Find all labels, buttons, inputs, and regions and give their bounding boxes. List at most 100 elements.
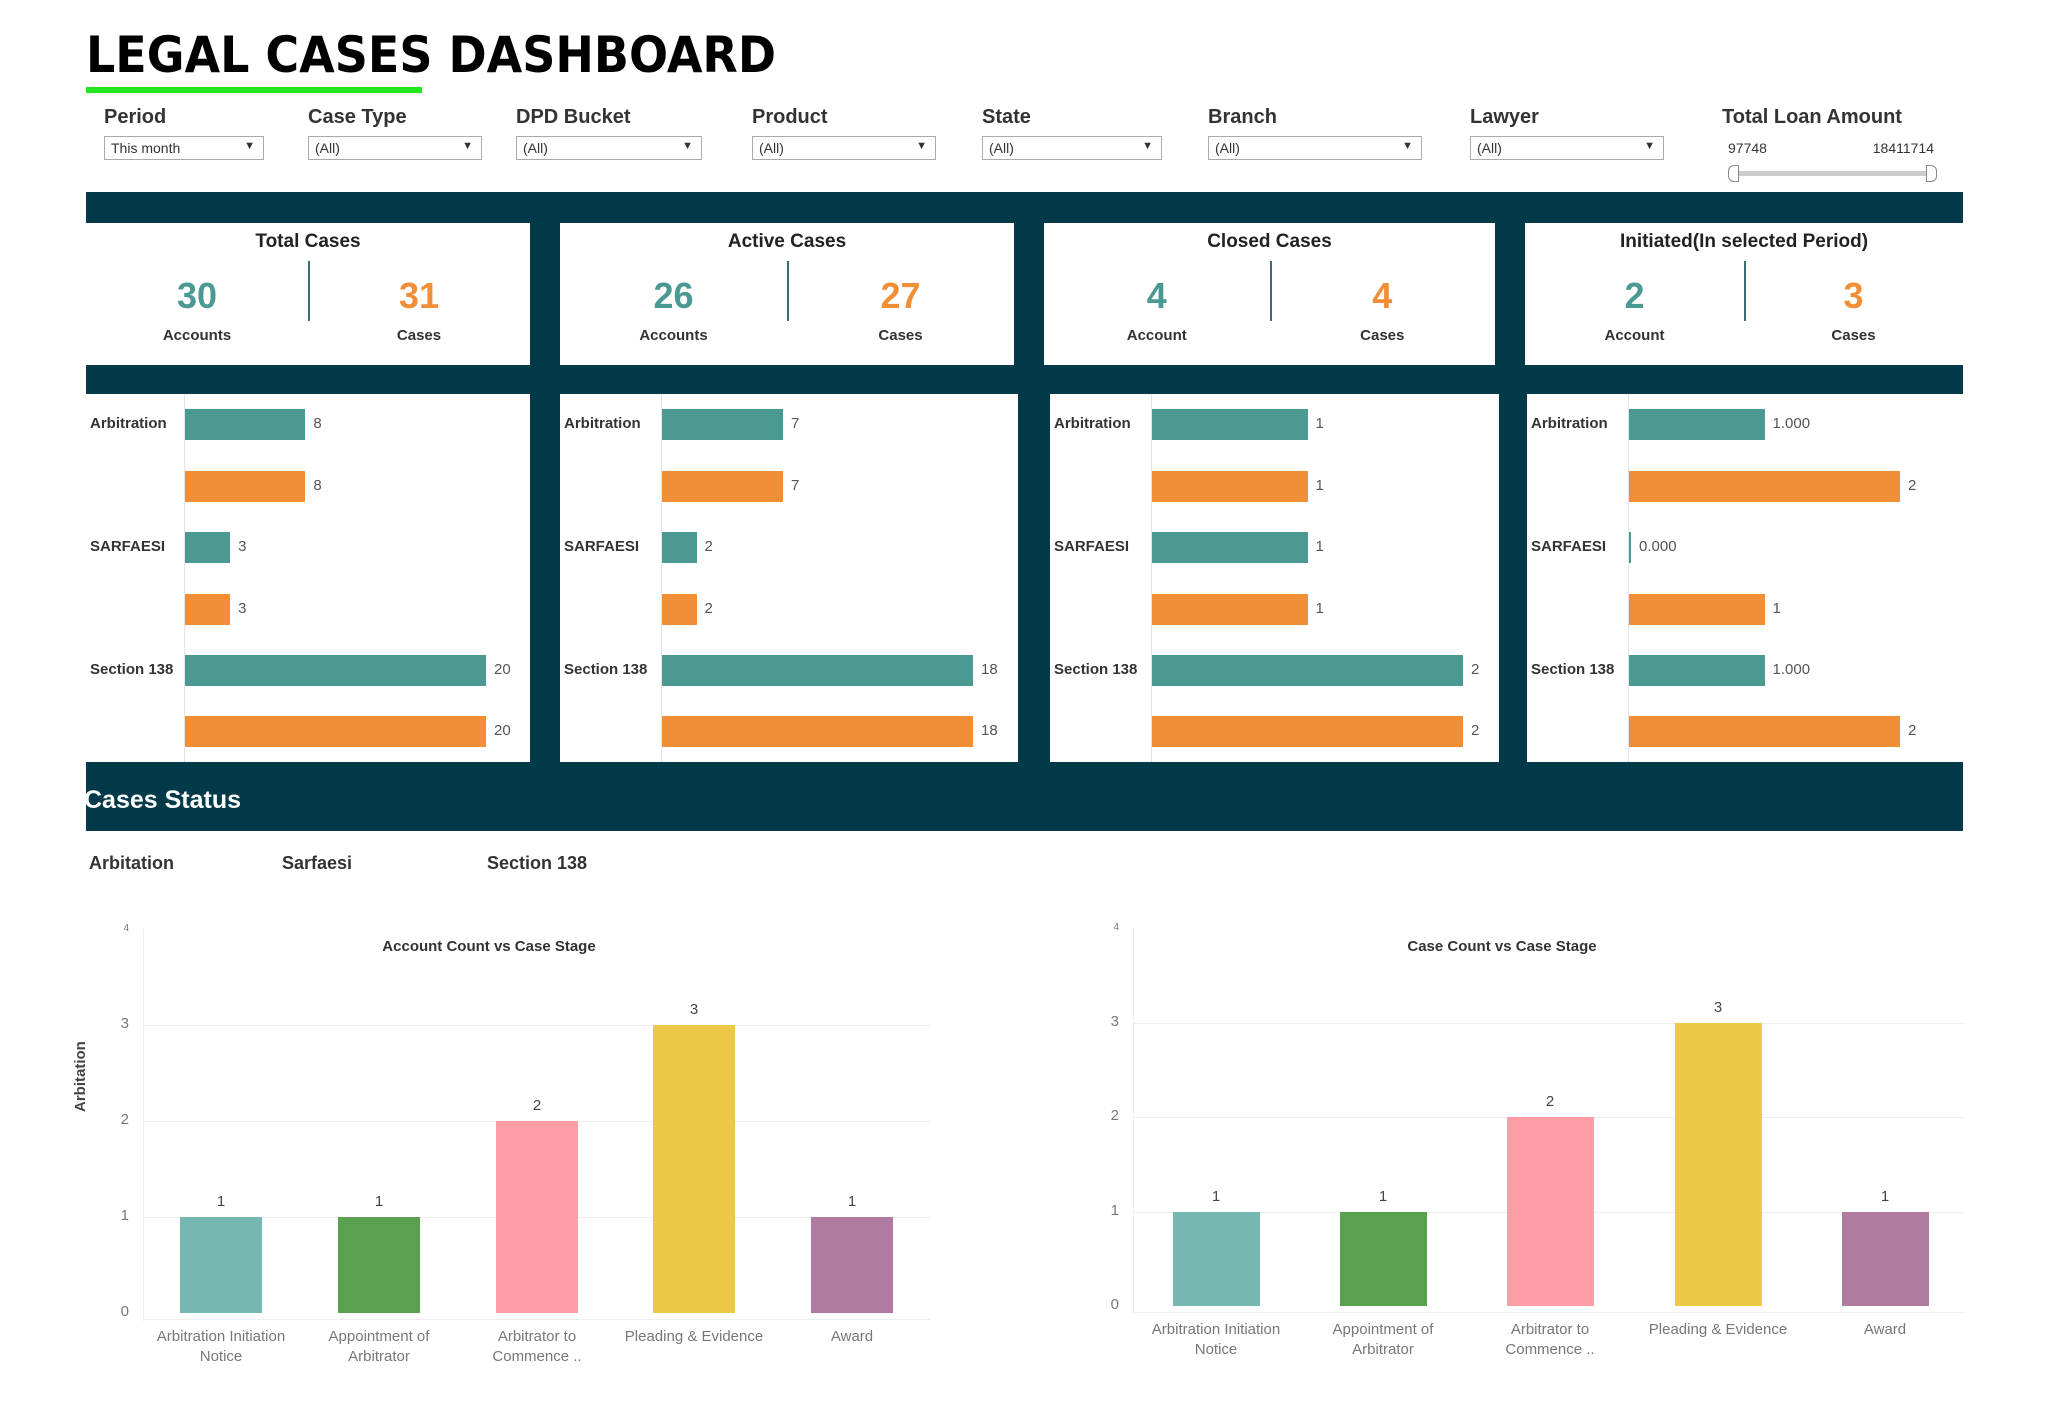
accounts-bar[interactable]: [185, 532, 231, 563]
link-sarfaesi[interactable]: Sarfaesi: [282, 853, 353, 873]
branch-dropdown[interactable]: (All) ▼: [1208, 136, 1422, 160]
stage-bar[interactable]: [1506, 1117, 1594, 1306]
stage-bar[interactable]: [1339, 1211, 1427, 1306]
period-filter-label: Period: [104, 106, 167, 128]
kpi-cases-value: 31: [398, 275, 440, 316]
chevron-down-icon: ▼: [462, 140, 473, 152]
bar-value-label: 1: [1315, 477, 1324, 494]
dpd-bucket-dropdown[interactable]: (All) ▼: [516, 136, 702, 160]
bar-data-label: 3: [1713, 998, 1723, 1016]
case-type-dropdown[interactable]: (All) ▼: [308, 136, 482, 160]
cases-bar[interactable]: [185, 716, 486, 747]
slider-min-handle[interactable]: [1728, 165, 1739, 182]
cases-bar[interactable]: [1152, 594, 1308, 625]
accounts-bar[interactable]: [662, 532, 697, 563]
slider-max-handle[interactable]: [1926, 165, 1937, 182]
cases-bar[interactable]: [1152, 716, 1463, 747]
loan-amount-filter: Total Loan Amount 97748 18411714: [1722, 106, 1942, 186]
bar-value-label: 2: [1471, 661, 1480, 678]
kpi-accounts-value: 30: [176, 275, 218, 316]
cases-bar[interactable]: [185, 594, 231, 625]
stage-bar[interactable]: [496, 1121, 578, 1313]
bar-value-label: 1.000: [1772, 415, 1811, 432]
accounts-bar[interactable]: [1152, 532, 1308, 563]
accounts-bar[interactable]: [1152, 409, 1308, 440]
state-dropdown-value: (All): [989, 140, 1014, 156]
stage-bar[interactable]: [180, 1217, 262, 1313]
kpi-card: Active Cases 26 27 Accounts Cases: [560, 223, 1014, 365]
period-dropdown[interactable]: This month ▼: [104, 136, 264, 160]
bar-value-label: 3: [238, 600, 247, 617]
lawyer-dropdown[interactable]: (All) ▼: [1470, 136, 1664, 160]
cases-bar[interactable]: [662, 471, 783, 502]
cases-bar[interactable]: [185, 471, 306, 502]
category-label: Arbitration: [1054, 415, 1131, 432]
kpi-card: Total Cases 30 31 Accounts Cases: [86, 223, 530, 365]
cases-bar[interactable]: [1629, 471, 1900, 502]
cases-bar[interactable]: [1152, 471, 1308, 502]
dpd-bucket-filter-label: DPD Bucket: [516, 106, 631, 128]
link-arbitration[interactable]: Arbitation: [89, 853, 174, 873]
accounts-bar[interactable]: [662, 409, 783, 440]
bar-data-label: 1: [1880, 1187, 1890, 1205]
branch-dropdown-value: (All): [1215, 140, 1240, 156]
dpd-bucket-dropdown-value: (All): [523, 140, 548, 156]
kpi-cases-value: 27: [880, 275, 921, 316]
cases-bar[interactable]: [1629, 594, 1765, 625]
bar-value-label: 7: [790, 415, 800, 432]
state-dropdown[interactable]: (All) ▼: [982, 136, 1162, 160]
kpi-cases-label: Cases: [396, 327, 442, 344]
loan-range-slider[interactable]: [1732, 171, 1932, 176]
accounts-bar[interactable]: [1152, 655, 1463, 686]
stage-bar[interactable]: [338, 1217, 420, 1313]
bar-value-label: 2: [704, 600, 713, 617]
stage-bar[interactable]: [1172, 1211, 1260, 1306]
bar-axis: [1151, 394, 1152, 762]
kpi-cases-label: Cases: [878, 327, 923, 344]
stage-bar[interactable]: [811, 1217, 893, 1313]
chart-title: Case Count vs Case Stage: [1407, 938, 1597, 955]
kpi-cases-value: 4: [1372, 275, 1393, 316]
bar-value-label: 2: [1471, 722, 1480, 739]
accounts-bar[interactable]: [185, 409, 306, 440]
y-tick-label: 2: [1110, 1107, 1119, 1124]
x-tick-label-line1: Appointment of: [328, 1328, 430, 1345]
accounts-bar[interactable]: [1629, 655, 1765, 686]
bar-data-label: 1: [1211, 1187, 1221, 1205]
accounts-bar[interactable]: [185, 655, 486, 686]
accounts-bar[interactable]: [662, 655, 973, 686]
x-tick-label-line1: Arbitrator to: [1510, 1321, 1590, 1338]
gridline: [1133, 1022, 1963, 1024]
product-dropdown[interactable]: (All) ▼: [752, 136, 936, 160]
x-tick-label-line2: Commence ..: [1505, 1341, 1595, 1358]
accounts-bar[interactable]: [1629, 409, 1765, 440]
stage-bar[interactable]: [653, 1025, 735, 1313]
category-label: Section 138: [564, 661, 648, 678]
cases-bar[interactable]: [662, 594, 697, 625]
y-tick-label: 3: [1110, 1012, 1119, 1030]
bar-data-label: 1: [374, 1193, 384, 1210]
bar-value-label: 1: [1315, 538, 1324, 555]
bar-panel: Arbitration SARFAESI Section 138 8 8 3 3 20 20: [86, 394, 530, 762]
cases-bar[interactable]: [662, 716, 973, 747]
accounts-bar[interactable]: [1629, 532, 1631, 563]
x-tick-label-line2: Notice: [1194, 1341, 1238, 1358]
stage-bar[interactable]: [1841, 1211, 1929, 1306]
chevron-down-icon: ▼: [1402, 140, 1413, 152]
bar-value-label: 8: [313, 415, 322, 432]
stage-bar[interactable]: [1674, 1022, 1762, 1306]
link-section-138[interactable]: Section 138: [487, 853, 588, 873]
bar-value-label: 1.000: [1772, 661, 1811, 678]
kpi-accounts-label: Accounts: [639, 327, 708, 344]
bar-value-label: 7: [790, 477, 800, 494]
kpi-cases-label: Cases: [1831, 327, 1876, 344]
bar-value-label: 2: [1908, 722, 1917, 739]
page-title: LEGAL CASES DASHBOARD: [86, 26, 777, 84]
y-tick-label: 1: [120, 1207, 129, 1224]
kpi-divider: [308, 261, 310, 321]
cases-bar[interactable]: [1629, 716, 1900, 747]
kpi-accounts-value: 4: [1146, 275, 1167, 316]
bar-value-label: 0.000: [1639, 538, 1677, 555]
x-axis-line: [143, 1319, 930, 1320]
category-label: Section 138: [1054, 661, 1138, 678]
